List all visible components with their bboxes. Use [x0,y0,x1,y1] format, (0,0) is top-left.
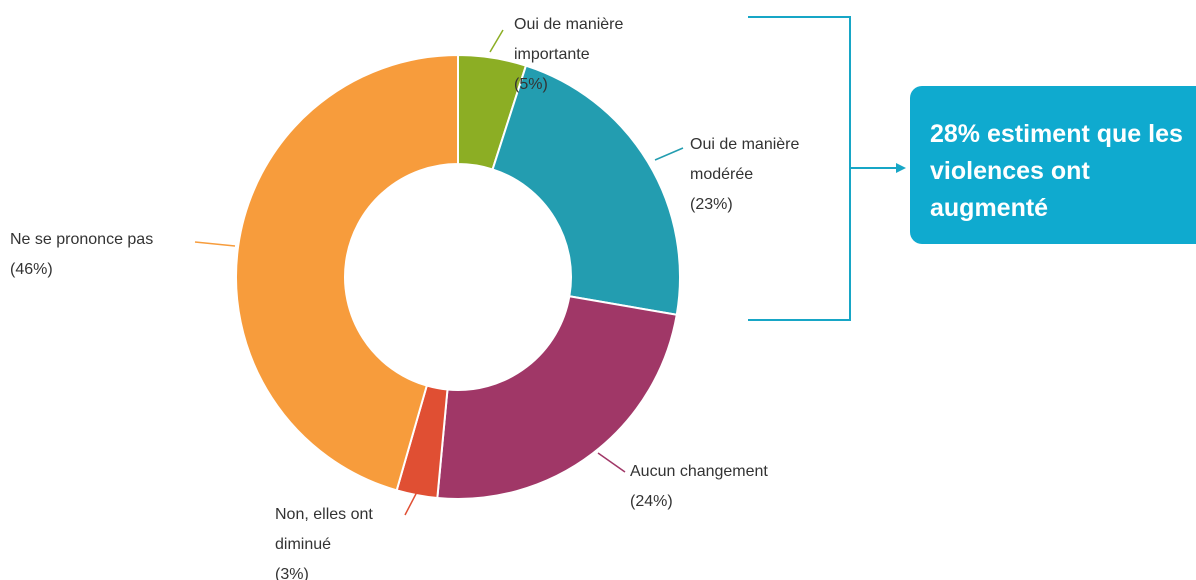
leader-line [654,147,684,161]
leader-line [489,29,504,53]
annotation: 28% estiment que les violences ont augme… [910,86,1196,244]
category-label: Aucun changement [630,463,768,480]
arrow-head [896,163,906,173]
slice-label: Oui de manière importante (5%) [514,10,664,100]
leader-line [597,452,626,473]
category-label: Ne se prononce pas [10,231,154,248]
slice-label: Oui de manière modérée (23%) [690,130,840,220]
category-label: Non, elles ont diminué [275,506,373,553]
donut-slice [491,64,681,316]
donut-slice [235,53,459,492]
value-label: (5%) [514,76,548,93]
slice-label: Non, elles ont diminué (3%) [275,500,400,580]
slice-label: Aucun changement (24%) [630,457,830,517]
value-label: (46%) [10,261,53,278]
value-label: (3%) [275,566,309,580]
slice-label: Ne se prononce pas (46%) [10,225,200,285]
value-label: (24%) [630,493,673,510]
donut-slice [436,295,678,500]
category-label: Oui de manière modérée [690,136,800,183]
value-label: (23%) [690,196,733,213]
category-label: Oui de manière importante [514,16,624,63]
leader-line [194,241,236,247]
leader-line [404,489,419,516]
